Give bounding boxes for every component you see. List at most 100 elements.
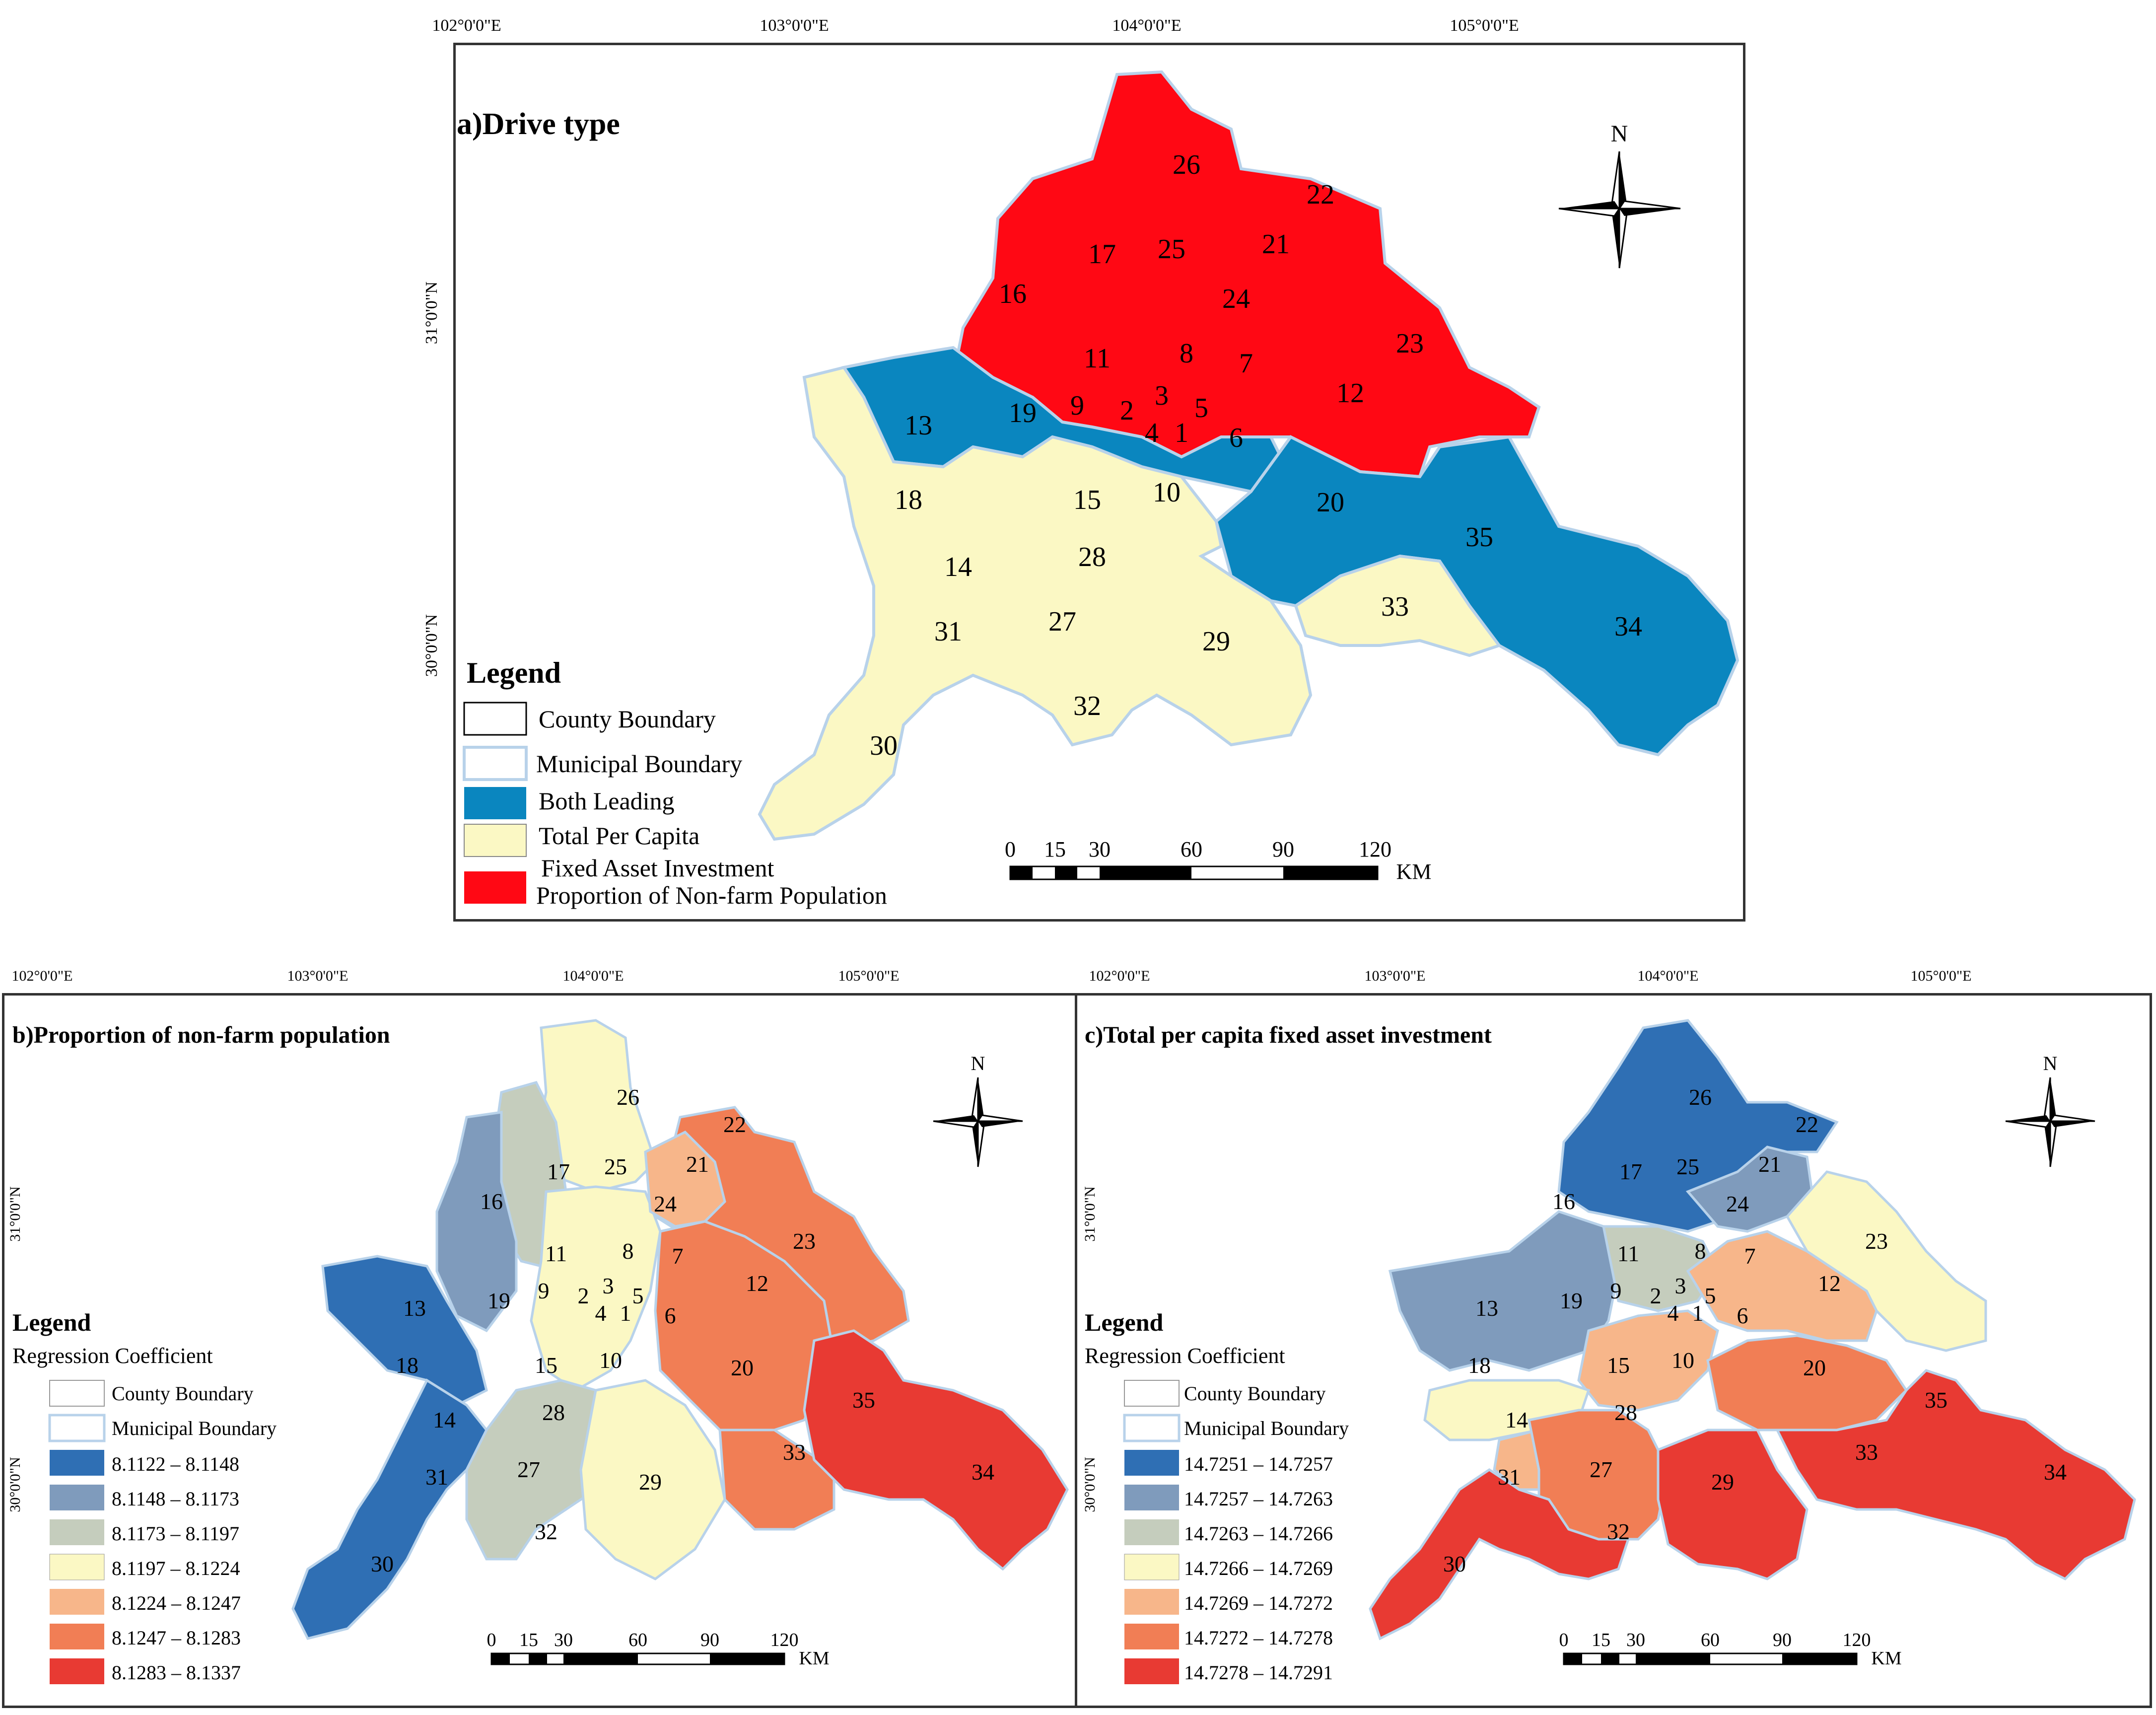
county-label-11: 11 bbox=[1084, 343, 1111, 374]
county-label-32: 32 bbox=[1073, 691, 1101, 721]
svg-text:N: N bbox=[971, 1052, 985, 1074]
svg-text:14.7266 – 14.7269: 14.7266 – 14.7269 bbox=[1184, 1557, 1333, 1579]
panel-c-map bbox=[1369, 1019, 2136, 1641]
svg-text:18: 18 bbox=[396, 1353, 418, 1378]
svg-text:Regression Coefficient: Regression Coefficient bbox=[1085, 1344, 1285, 1368]
svg-text:Total Per Capita: Total Per Capita bbox=[539, 822, 699, 850]
svg-text:30°0'0"N: 30°0'0"N bbox=[7, 1457, 23, 1512]
panel-a-lon-label-1: 102°0'0"E bbox=[432, 16, 501, 35]
panel-a-lat-label-2: 30°0'0"N bbox=[422, 614, 441, 677]
svg-text:2: 2 bbox=[578, 1283, 589, 1308]
panel-a-scale-bar: 0 15 30 60 90 120 KM bbox=[1005, 837, 1431, 884]
county-label-17: 17 bbox=[1088, 239, 1116, 270]
svg-text:25: 25 bbox=[604, 1154, 627, 1179]
svg-text:KM: KM bbox=[799, 1648, 829, 1669]
svg-text:11: 11 bbox=[1617, 1241, 1639, 1266]
svg-text:7: 7 bbox=[1744, 1243, 1756, 1269]
svg-text:3: 3 bbox=[1675, 1273, 1686, 1298]
svg-text:30: 30 bbox=[1443, 1551, 1466, 1576]
svg-text:1: 1 bbox=[1692, 1300, 1704, 1326]
county-label-24: 24 bbox=[1222, 284, 1250, 314]
panel-b-title: b)Proportion of non-farm population bbox=[12, 1022, 390, 1048]
county-label-26: 26 bbox=[1173, 149, 1200, 180]
svg-text:103°0'0"E: 103°0'0"E bbox=[1365, 968, 1426, 984]
svg-text:10: 10 bbox=[599, 1348, 622, 1373]
svg-text:25: 25 bbox=[1676, 1154, 1699, 1179]
svg-text:24: 24 bbox=[654, 1191, 677, 1216]
svg-text:5: 5 bbox=[632, 1283, 644, 1308]
svg-text:120: 120 bbox=[1843, 1630, 1871, 1650]
county-label-10: 10 bbox=[1153, 477, 1181, 508]
svg-text:14.7278 – 14.7291: 14.7278 – 14.7291 bbox=[1184, 1661, 1333, 1684]
county-label-9: 9 bbox=[1070, 390, 1084, 421]
svg-text:Legend: Legend bbox=[12, 1308, 91, 1336]
svg-text:Proportion of Non-farm Populat: Proportion of Non-farm Population bbox=[536, 881, 887, 909]
svg-text:4: 4 bbox=[1668, 1300, 1679, 1326]
svg-text:Municipal Boundary: Municipal Boundary bbox=[536, 750, 742, 778]
svg-text:31°0'0"N: 31°0'0"N bbox=[1082, 1186, 1098, 1241]
panel-b-legend: Legend Regression Coefficient County Bou… bbox=[12, 1308, 277, 1684]
svg-text:31: 31 bbox=[425, 1464, 448, 1490]
svg-text:0: 0 bbox=[1005, 837, 1016, 861]
county-label-27: 27 bbox=[1048, 606, 1076, 637]
county-label-31: 31 bbox=[934, 616, 962, 647]
county-label-35: 35 bbox=[1465, 522, 1493, 553]
svg-text:31: 31 bbox=[1498, 1464, 1521, 1490]
svg-text:17: 17 bbox=[1619, 1159, 1642, 1184]
svg-text:14.7251 – 14.7257: 14.7251 – 14.7257 bbox=[1184, 1453, 1333, 1475]
panel-a-legend: Legend County Boundary Municipal Boundar… bbox=[463, 656, 887, 909]
svg-text:102°0'0"E: 102°0'0"E bbox=[1089, 968, 1150, 984]
svg-text:28: 28 bbox=[1614, 1400, 1637, 1425]
svg-text:11: 11 bbox=[545, 1241, 567, 1266]
svg-text:20: 20 bbox=[1803, 1355, 1826, 1380]
svg-text:34: 34 bbox=[2044, 1459, 2067, 1485]
svg-text:60: 60 bbox=[628, 1630, 647, 1650]
svg-text:19: 19 bbox=[487, 1288, 510, 1313]
svg-text:15: 15 bbox=[1592, 1630, 1610, 1650]
svg-text:104°0'0"E: 104°0'0"E bbox=[1638, 968, 1699, 984]
svg-text:6: 6 bbox=[665, 1303, 676, 1328]
svg-text:14.7272 – 14.7278: 14.7272 – 14.7278 bbox=[1184, 1627, 1333, 1649]
svg-text:Fixed Asset Investment: Fixed Asset Investment bbox=[541, 854, 774, 882]
svg-text:33: 33 bbox=[1855, 1439, 1878, 1465]
svg-text:N: N bbox=[2043, 1052, 2058, 1074]
region-yellow-west bbox=[758, 365, 1313, 841]
county-label-30: 30 bbox=[870, 730, 898, 761]
county-label-14: 14 bbox=[944, 552, 972, 582]
panel-a-county-labels: 26 22 17 25 21 16 24 23 11 8 7 12 19 9 2… bbox=[870, 149, 1642, 761]
svg-text:35: 35 bbox=[852, 1387, 875, 1413]
svg-text:12: 12 bbox=[1818, 1271, 1841, 1296]
svg-text:7: 7 bbox=[672, 1243, 684, 1269]
svg-text:8.1283 – 8.1337: 8.1283 – 8.1337 bbox=[112, 1661, 241, 1684]
svg-text:23: 23 bbox=[793, 1228, 816, 1254]
panel-a-legend-title: Legend bbox=[467, 656, 561, 689]
svg-text:County Boundary: County Boundary bbox=[112, 1382, 254, 1405]
panel-c-title: c)Total per capita fixed asset investmen… bbox=[1085, 1022, 1492, 1048]
county-label-34: 34 bbox=[1614, 611, 1642, 642]
svg-text:29: 29 bbox=[639, 1469, 662, 1495]
svg-text:9: 9 bbox=[538, 1278, 550, 1303]
panel-a-lon-label-3: 104°0'0"E bbox=[1112, 16, 1181, 35]
svg-text:33: 33 bbox=[783, 1439, 806, 1465]
county-label-3: 3 bbox=[1155, 380, 1169, 411]
svg-text:102°0'0"E: 102°0'0"E bbox=[12, 968, 73, 984]
svg-text:21: 21 bbox=[1758, 1151, 1781, 1177]
county-label-33: 33 bbox=[1381, 591, 1409, 622]
svg-text:15: 15 bbox=[519, 1630, 538, 1650]
county-label-29: 29 bbox=[1202, 626, 1230, 657]
svg-text:8.1224 – 8.1247: 8.1224 – 8.1247 bbox=[112, 1592, 241, 1614]
svg-text:14: 14 bbox=[433, 1407, 456, 1432]
county-label-19: 19 bbox=[1009, 398, 1037, 429]
county-label-16: 16 bbox=[999, 279, 1027, 309]
svg-text:27: 27 bbox=[1590, 1457, 1612, 1482]
svg-text:26: 26 bbox=[1689, 1084, 1712, 1110]
svg-text:27: 27 bbox=[517, 1457, 540, 1482]
svg-text:8.1173 – 8.1197: 8.1173 – 8.1197 bbox=[112, 1522, 239, 1545]
svg-text:6: 6 bbox=[1737, 1303, 1748, 1328]
county-label-12: 12 bbox=[1336, 378, 1364, 409]
svg-text:30°0'0"N: 30°0'0"N bbox=[1082, 1457, 1098, 1512]
svg-text:KM: KM bbox=[1396, 859, 1432, 884]
svg-text:14.7263 – 14.7266: 14.7263 – 14.7266 bbox=[1184, 1522, 1333, 1545]
county-label-6: 6 bbox=[1229, 423, 1243, 453]
